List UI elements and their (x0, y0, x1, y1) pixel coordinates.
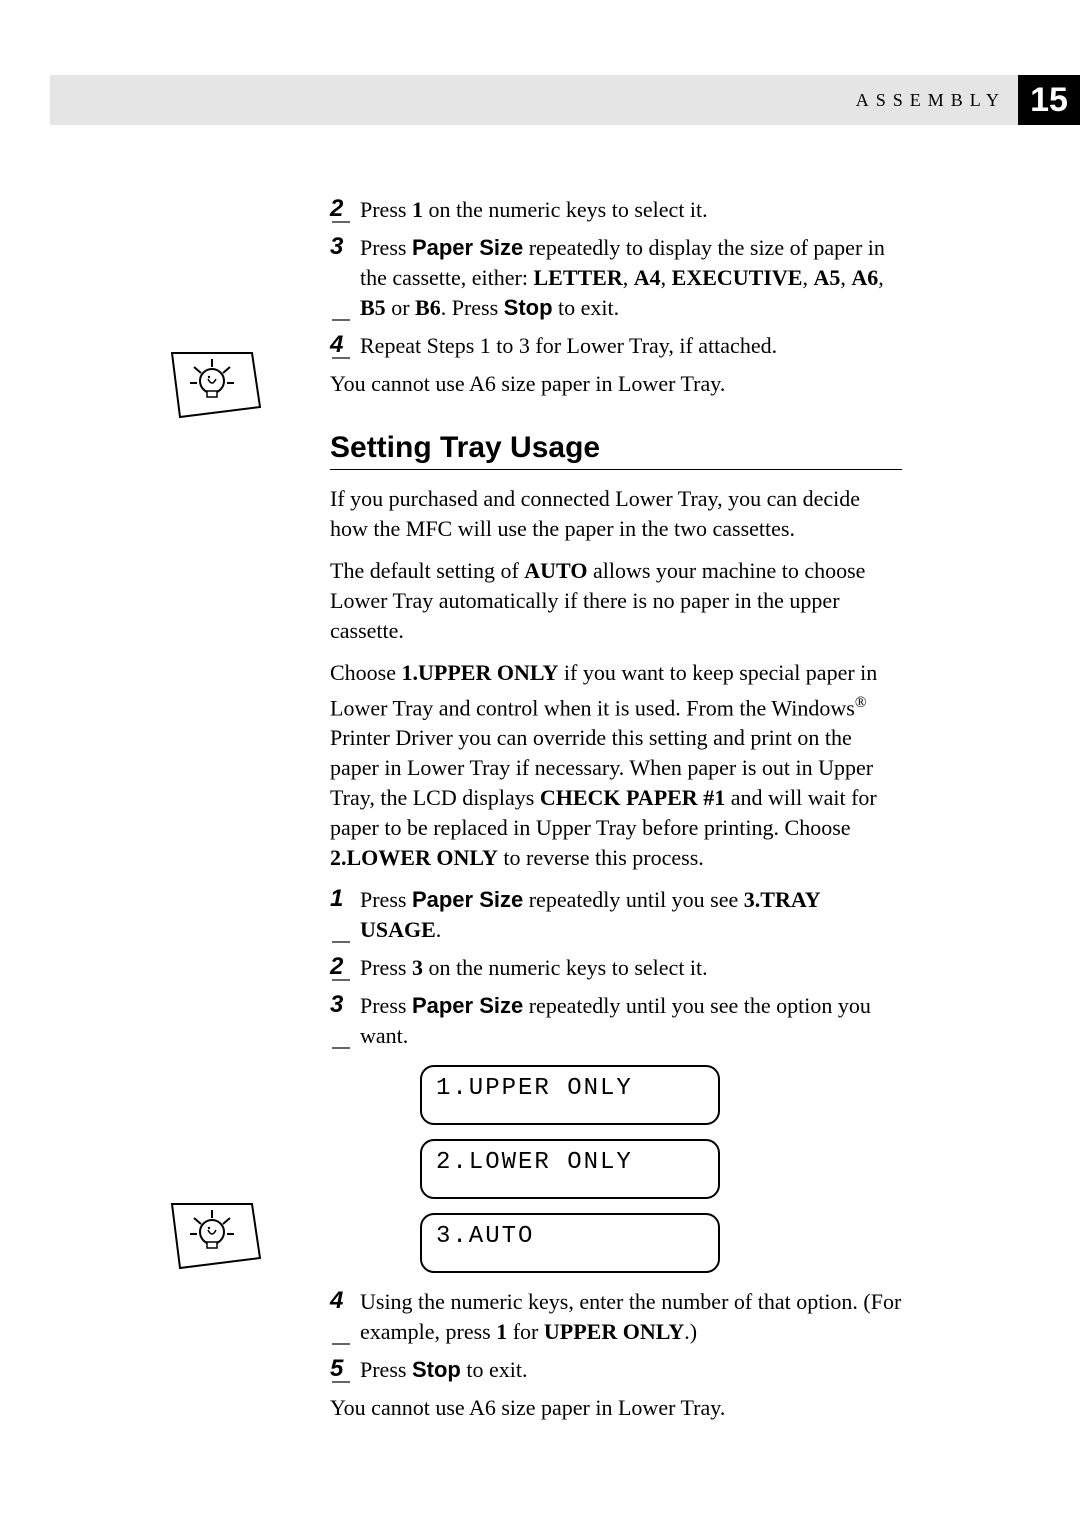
steps-list-mid: 1Press Paper Size repeatedly until you s… (330, 885, 902, 1051)
text-run: . (436, 917, 442, 942)
step: 4Using the numeric keys, enter the numbe… (330, 1287, 902, 1347)
step-text: Press Paper Size repeatedly until you se… (360, 991, 902, 1051)
text-run: , (878, 265, 884, 290)
text-run: ® (855, 694, 867, 711)
step: 5Press Stop to exit. (330, 1355, 902, 1385)
text-run: Press (360, 235, 412, 260)
body-paragraph: Choose 1.UPPER ONLY if you want to keep … (330, 658, 902, 873)
text-run: Stop (412, 1357, 461, 1382)
lcd-option: 1.UPPER ONLY (420, 1065, 720, 1125)
text-run: Stop (504, 295, 553, 320)
step-text: Press 3 on the numeric keys to select it… (360, 953, 708, 983)
page-number-box: 15 (1018, 75, 1080, 125)
step-text: Press Paper Size repeatedly until you se… (360, 885, 902, 945)
body-paragraphs: If you purchased and connected Lower Tra… (330, 484, 902, 873)
text-run: to exit. (461, 1357, 528, 1382)
step: 3Press Paper Size repeatedly until you s… (330, 991, 902, 1051)
text-run: B5 (360, 295, 386, 320)
lcd-option: 2.LOWER ONLY (420, 1139, 720, 1199)
text-run: 1 (412, 197, 423, 222)
text-run: Press (360, 955, 412, 980)
lightbulb-tip-icon (162, 1196, 262, 1276)
text-run: Press (360, 197, 412, 222)
text-run: CHECK PAPER #1 (540, 785, 725, 810)
text-run: If you purchased and connected Lower Tra… (330, 486, 860, 541)
body-paragraph: The default setting of AUTO allows your … (330, 556, 902, 646)
step-number: 3 (330, 991, 360, 1051)
text-run: or (386, 295, 415, 320)
step: 2Press 3 on the numeric keys to select i… (330, 953, 902, 983)
text-run: repeatedly until you see (523, 887, 744, 912)
step-number: 2 (330, 195, 360, 225)
step-number: 1 (330, 885, 360, 945)
text-run: Paper Size (412, 235, 523, 260)
step-text: Press Stop to exit. (360, 1355, 527, 1385)
lightbulb-tip-icon (162, 345, 262, 425)
text-run: UPPER ONLY (544, 1319, 684, 1344)
text-run: AUTO (524, 558, 587, 583)
text-run: LETTER (533, 265, 622, 290)
text-run: 3 (412, 955, 423, 980)
text-run: A4 (634, 265, 661, 290)
step-text: Repeat Steps 1 to 3 for Lower Tray, if a… (360, 331, 777, 361)
header-bar: ASSEMBLY 15 (50, 75, 1080, 125)
text-run: to exit. (553, 295, 620, 320)
text-run: .) (684, 1319, 697, 1344)
step: 1Press Paper Size repeatedly until you s… (330, 885, 902, 945)
step-number: 2 (330, 953, 360, 983)
text-run: Repeat Steps 1 to 3 for Lower Tray, if a… (360, 333, 777, 358)
text-run: . Press (441, 295, 504, 320)
lcd-option: 3.AUTO (420, 1213, 720, 1273)
section-rule (330, 469, 902, 470)
text-run: A6 (851, 265, 878, 290)
text-run: on the numeric keys to select it. (423, 955, 708, 980)
steps-list-bottom: 4Using the numeric keys, enter the numbe… (330, 1287, 902, 1385)
step-number: 3 (330, 233, 360, 323)
text-run: Press (360, 1357, 412, 1382)
page-root: ASSEMBLY 15 (0, 0, 1080, 1526)
text-run: Paper Size (412, 887, 523, 912)
note-bottom: You cannot use A6 size paper in Lower Tr… (330, 1393, 902, 1423)
text-run: A5 (813, 265, 840, 290)
text-run: , (802, 265, 813, 290)
header-section-label: ASSEMBLY (856, 90, 1006, 111)
step: 2Press 1 on the numeric keys to select i… (330, 195, 902, 225)
text-run: 2.LOWER ONLY (330, 845, 498, 870)
text-run: Press (360, 887, 412, 912)
step-text: Using the numeric keys, enter the number… (360, 1287, 902, 1347)
body-paragraph: If you purchased and connected Lower Tra… (330, 484, 902, 544)
steps-list-top: 2Press 1 on the numeric keys to select i… (330, 195, 902, 361)
content-column: 2Press 1 on the numeric keys to select i… (330, 195, 902, 1435)
text-run: , (623, 265, 634, 290)
text-run: for (507, 1319, 544, 1344)
text-run: to reverse this process. (498, 845, 704, 870)
text-run: Choose (330, 660, 402, 685)
step-text: Press Paper Size repeatedly to display t… (360, 233, 902, 323)
text-run: , (661, 265, 672, 290)
text-run: The default setting of (330, 558, 524, 583)
step-number: 4 (330, 1287, 360, 1347)
text-run: 1.UPPER ONLY (402, 660, 559, 685)
text-run: on the numeric keys to select it. (423, 197, 708, 222)
step: 3Press Paper Size repeatedly to display … (330, 233, 902, 323)
lcd-display-group: 1.UPPER ONLY 2.LOWER ONLY 3.AUTO (420, 1065, 902, 1273)
text-run: Press (360, 993, 412, 1018)
text-run: Paper Size (412, 993, 523, 1018)
section-title: Setting Tray Usage (330, 431, 902, 465)
step: 4Repeat Steps 1 to 3 for Lower Tray, if … (330, 331, 902, 361)
text-run: EXECUTIVE (672, 265, 803, 290)
text-run: 1 (496, 1319, 507, 1344)
text-run: , (840, 265, 851, 290)
note-top: You cannot use A6 size paper in Lower Tr… (330, 369, 902, 399)
step-number: 4 (330, 331, 360, 361)
text-run: B6 (415, 295, 441, 320)
step-text: Press 1 on the numeric keys to select it… (360, 195, 708, 225)
step-number: 5 (330, 1355, 360, 1385)
